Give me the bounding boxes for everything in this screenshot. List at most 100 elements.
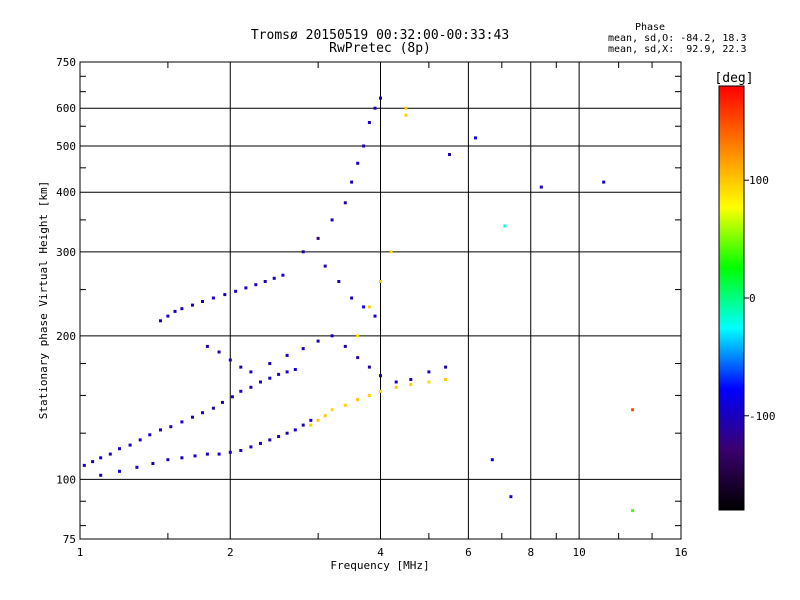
echo-point: [159, 428, 162, 432]
y-tick-label: 600: [56, 102, 76, 115]
echo-point: [99, 473, 103, 477]
y-axis-label: Stationary phase Virtual Height [km]: [37, 181, 50, 419]
echo-point: [350, 180, 354, 184]
echo-point: [539, 185, 543, 189]
echo-point: [404, 106, 408, 110]
echo-point: [223, 293, 227, 297]
echo-point: [394, 385, 398, 389]
echo-point: [239, 449, 243, 452]
echo-point: [193, 454, 197, 458]
echo-point: [602, 180, 606, 184]
echo-point: [367, 393, 371, 397]
echo-point: [350, 296, 354, 300]
echo-point: [503, 224, 507, 228]
echo-point: [337, 280, 341, 283]
echo-point: [316, 418, 320, 422]
echo-point: [293, 368, 297, 371]
echo-point: [356, 334, 360, 338]
echo-point: [631, 509, 635, 513]
echo-point: [180, 456, 184, 460]
echo-point: [128, 443, 132, 447]
x-tick-label: 8: [527, 546, 534, 559]
echo-point: [217, 350, 221, 354]
echo-point: [173, 309, 177, 313]
y-tick-label: 200: [56, 330, 76, 343]
echo-point: [228, 450, 232, 454]
echo-point: [404, 113, 408, 117]
echo-point: [277, 435, 281, 438]
echo-point: [316, 339, 320, 343]
echo-point: [263, 280, 267, 283]
echo-point: [249, 385, 253, 389]
echo-point: [82, 463, 86, 467]
echo-point: [330, 408, 334, 412]
echo-point: [244, 286, 248, 290]
chart-subtitle: RwPretec (8p): [329, 41, 431, 56]
echo-point: [367, 121, 371, 124]
echo-point: [301, 347, 305, 351]
echo-point: [474, 136, 477, 140]
echo-point: [211, 406, 215, 410]
echo-point: [211, 296, 215, 300]
colorbar-ticks: 100 0 -100: [744, 174, 776, 423]
echo-point: [330, 334, 334, 338]
echo-point: [285, 431, 289, 435]
colorbar-tick-label: 100: [749, 174, 769, 187]
y-tick-label: 75: [63, 533, 76, 546]
x-tick-label: 16: [674, 546, 687, 559]
echo-point: [108, 452, 112, 456]
y-tick-label: 500: [56, 140, 76, 153]
tick-layer: 1 2 4 6 8 10 16 75 100 200 300 400 500 600 750: [56, 56, 688, 559]
echo-point: [631, 408, 635, 412]
echo-point: [379, 280, 382, 283]
echo-point: [356, 356, 360, 360]
echo-point: [221, 400, 224, 404]
echo-point: [444, 378, 448, 381]
phase-legend-x-mode: mean, sd,X: 92.9, 22.3: [608, 44, 747, 55]
x-tick-label: 1: [77, 546, 84, 559]
phase-legend-o-mode: mean, sd,O: -84.2, 18.3: [608, 33, 747, 44]
x-tick-label: 6: [465, 546, 472, 559]
echo-point: [268, 376, 272, 380]
echo-point: [316, 236, 320, 240]
echo-point: [230, 395, 234, 399]
phase-legend-title: Phase: [634, 22, 666, 33]
echo-point: [343, 344, 347, 348]
echo-point: [91, 460, 95, 464]
echo-point: [343, 201, 347, 205]
echo-point: [379, 389, 382, 393]
echo-point: [362, 305, 366, 309]
echo-point: [191, 415, 194, 419]
echo-point: [201, 300, 204, 303]
echo-point: [99, 456, 103, 460]
x-axis-label: Frequency [MHz]: [330, 559, 429, 572]
echo-point: [249, 370, 253, 374]
echo-point: [277, 372, 281, 376]
echo-point: [309, 423, 313, 427]
echo-point: [285, 353, 289, 357]
echo-point: [239, 389, 243, 393]
echo-point: [201, 411, 204, 415]
echo-point: [234, 289, 238, 293]
echo-point: [259, 441, 262, 445]
echo-point: [448, 153, 451, 156]
echo-point: [254, 283, 258, 287]
echo-point: [239, 365, 243, 369]
echo-point: [166, 458, 170, 462]
echo-point: [362, 144, 366, 148]
echo-point: [367, 305, 371, 309]
echo-point: [356, 161, 360, 165]
echo-point: [379, 96, 382, 100]
echo-point: [259, 380, 262, 384]
echo-point: [409, 383, 413, 387]
echo-point: [166, 314, 170, 318]
echo-point: [169, 425, 173, 429]
echo-point: [205, 344, 209, 348]
echo-point: [148, 433, 152, 437]
grid-layer: [80, 62, 681, 539]
echo-point: [268, 438, 272, 442]
chart-title: Tromsø 20150519 00:32:00-00:33:43: [250, 28, 510, 43]
echo-point: [205, 452, 209, 456]
y-tick-label: 400: [56, 186, 76, 199]
